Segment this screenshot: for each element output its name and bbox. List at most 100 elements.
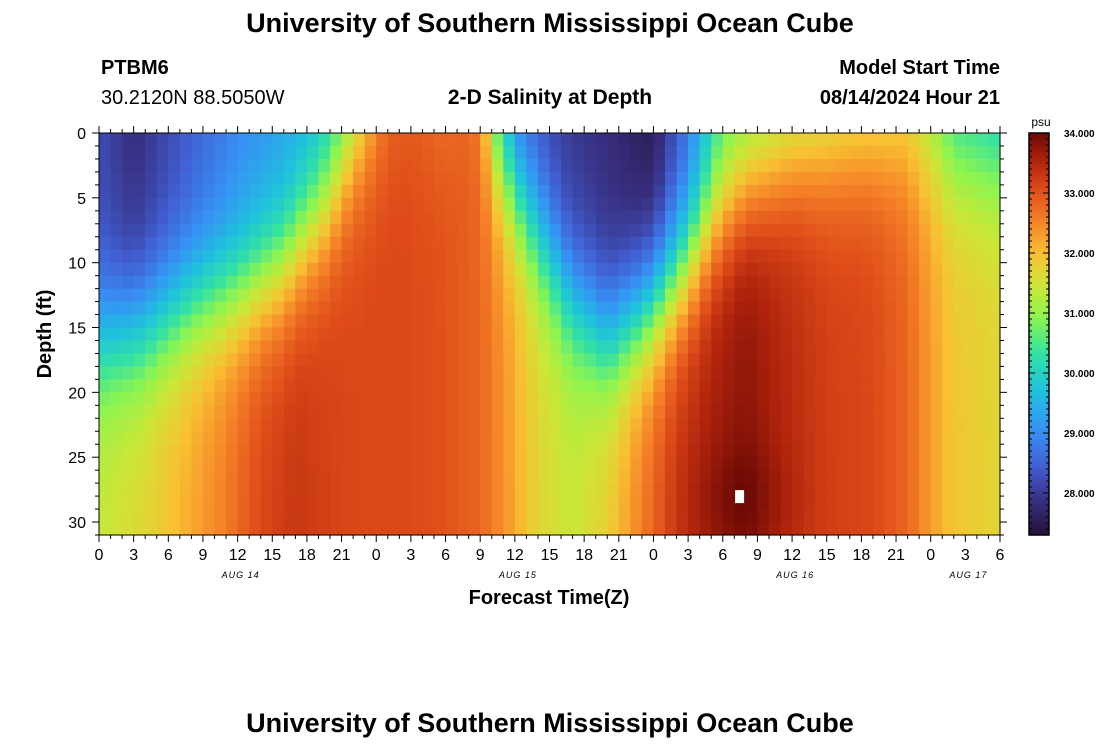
heatmap-cell — [803, 444, 816, 458]
heatmap-cell — [780, 392, 793, 406]
heatmap-cell — [399, 249, 412, 264]
heatmap-cell — [214, 158, 227, 173]
heatmap-cell — [549, 288, 562, 303]
heatmap-cell — [872, 509, 886, 523]
heatmap-cell — [561, 236, 574, 251]
heatmap-cell — [768, 184, 782, 199]
heatmap-cell — [780, 314, 793, 329]
heatmap-cell — [618, 366, 631, 380]
heatmap-cell — [711, 340, 724, 355]
heatmap-cell — [768, 249, 782, 264]
heatmap-cell — [584, 353, 597, 368]
colorbar-unit: psu — [1031, 115, 1050, 129]
heatmap-cell — [156, 470, 169, 484]
heatmap-cell — [168, 145, 181, 160]
heatmap-cell — [202, 249, 216, 264]
heatmap-cell — [861, 483, 874, 497]
heatmap-cell — [237, 379, 250, 393]
heatmap-cell — [711, 405, 724, 419]
heatmap-cell — [757, 405, 770, 419]
heatmap-cell — [561, 444, 574, 458]
heatmap-cell — [99, 197, 112, 212]
x-tick-label: 12 — [783, 547, 801, 564]
heatmap-cell — [792, 145, 805, 160]
heatmap-cell — [988, 392, 1001, 406]
heatmap-cell — [757, 223, 770, 238]
y-tick-label: 20 — [68, 385, 86, 402]
heatmap-cell — [341, 158, 354, 173]
heatmap-cell — [930, 158, 943, 173]
heatmap-cell — [249, 171, 262, 186]
heatmap-cell — [919, 301, 932, 316]
heatmap-cell — [826, 314, 839, 329]
heatmap-cell — [410, 353, 424, 368]
heatmap-cell — [549, 301, 562, 316]
heatmap-cell — [226, 275, 239, 290]
heatmap-cell — [838, 509, 851, 523]
heatmap-cell — [341, 392, 354, 406]
heatmap-cell — [526, 457, 539, 471]
heatmap-cell — [595, 275, 608, 290]
heatmap-cell — [849, 145, 862, 160]
heatmap-cell — [699, 366, 712, 380]
heatmap-cell — [526, 288, 539, 303]
heatmap-cell — [607, 418, 620, 432]
heatmap-cell — [480, 301, 493, 316]
heatmap-cell — [930, 470, 943, 484]
heatmap-cell — [584, 249, 597, 264]
heatmap-cell — [364, 197, 377, 212]
heatmap-cell — [433, 145, 447, 160]
heatmap-cell — [641, 223, 655, 238]
heatmap-cell — [156, 197, 169, 212]
heatmap-cell — [630, 496, 643, 510]
heatmap-cell — [480, 145, 493, 160]
heatmap-cell — [179, 197, 193, 212]
heatmap-cell — [110, 197, 123, 212]
heatmap-cell — [110, 133, 123, 147]
heatmap-cell — [584, 392, 597, 406]
heatmap-cell — [410, 314, 424, 329]
heatmap-cell — [283, 314, 296, 329]
heatmap-cell — [272, 509, 285, 523]
heatmap-cell — [699, 509, 712, 523]
heatmap-cell — [249, 145, 262, 160]
heatmap-cell — [283, 431, 296, 445]
heatmap-cell — [734, 275, 747, 290]
heatmap-cell — [179, 223, 193, 238]
heatmap-cell — [237, 457, 250, 471]
heatmap-cell — [641, 405, 655, 419]
heatmap-cell — [110, 509, 123, 523]
heatmap-cell — [965, 223, 978, 238]
heatmap-cell — [110, 184, 123, 199]
heatmap-cell — [930, 288, 943, 303]
heatmap-cell — [122, 262, 135, 277]
heatmap-cell — [353, 314, 366, 329]
heatmap-cell — [561, 301, 574, 316]
heatmap-cell — [861, 314, 874, 329]
heatmap-cell — [364, 496, 377, 510]
heatmap-cell — [595, 301, 608, 316]
heatmap-cell — [156, 314, 169, 329]
heatmap-cell — [422, 444, 435, 458]
heatmap-cell — [295, 327, 308, 342]
heatmap-cell — [572, 197, 585, 212]
heatmap-cell — [318, 145, 331, 160]
heatmap-cell — [503, 340, 516, 355]
heatmap-cell — [410, 184, 424, 199]
y-tick-label: 5 — [77, 191, 86, 208]
heatmap-cell — [122, 210, 135, 225]
heatmap-cell — [976, 379, 990, 393]
heatmap-cell — [792, 496, 805, 510]
heatmap-cell — [99, 236, 112, 251]
heatmap-cell — [191, 392, 204, 406]
heatmap-cell — [457, 405, 470, 419]
heatmap-cell — [283, 210, 296, 225]
heatmap-cell — [734, 457, 747, 471]
heatmap-cell — [399, 223, 412, 238]
heatmap-cell — [191, 301, 204, 316]
heatmap-cell — [283, 418, 296, 432]
heatmap-cell — [953, 496, 966, 510]
heatmap-cell — [641, 522, 655, 536]
heatmap-cell — [792, 288, 805, 303]
heatmap-cell — [988, 158, 1001, 173]
